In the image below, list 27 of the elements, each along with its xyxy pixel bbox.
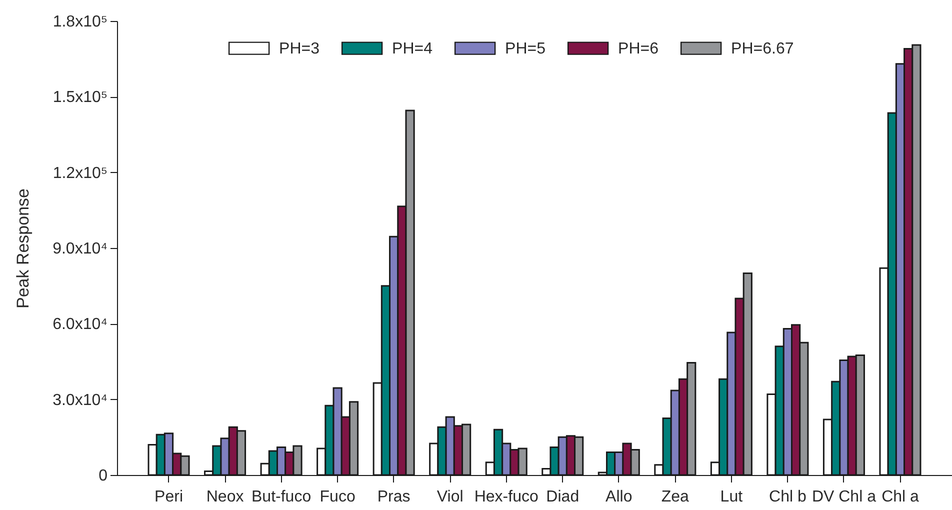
x-tick-label: Viol xyxy=(436,488,464,506)
y-tick-label: 1.8x10⁵ xyxy=(52,14,108,30)
y-tick-label: 6.0x10⁴ xyxy=(52,316,108,334)
x-tick-label: Lut xyxy=(720,488,744,506)
x-tick-label: Neox xyxy=(206,488,244,506)
x-tick-label: Diad xyxy=(546,488,580,506)
legend-label: PH=3 xyxy=(279,40,320,58)
x-tick-label: Zea xyxy=(661,488,690,506)
x-tick-label: Allo xyxy=(606,488,632,506)
y-axis-title: Peak Response xyxy=(14,188,33,309)
y-tick-label: 9.0x10⁴ xyxy=(52,240,108,258)
x-tick-label: DV Chl a xyxy=(812,488,876,506)
x-tick-label: Chl b xyxy=(769,488,806,506)
legend-label: PH=5 xyxy=(505,40,546,58)
x-tick-label: Hex-fuco xyxy=(474,488,538,506)
y-tick-label: 3.0x10⁴ xyxy=(52,392,108,409)
legend-label: PH=6 xyxy=(618,40,659,58)
y-tick-label: 1.2x10⁵ xyxy=(52,164,108,182)
y-tick-label: 0 xyxy=(98,468,108,484)
y-tick-label: 1.5x10⁵ xyxy=(52,89,108,106)
x-tick-label: But-fuco xyxy=(252,488,312,506)
x-tick-label: Pras xyxy=(377,488,410,506)
legend-label: PH=4 xyxy=(392,40,433,58)
legend-label: PH=6.67 xyxy=(731,40,794,58)
x-tick-label: Chl a xyxy=(882,488,920,506)
x-tick-label: Peri xyxy=(154,488,183,506)
x-tick-label: Fuco xyxy=(320,488,356,506)
